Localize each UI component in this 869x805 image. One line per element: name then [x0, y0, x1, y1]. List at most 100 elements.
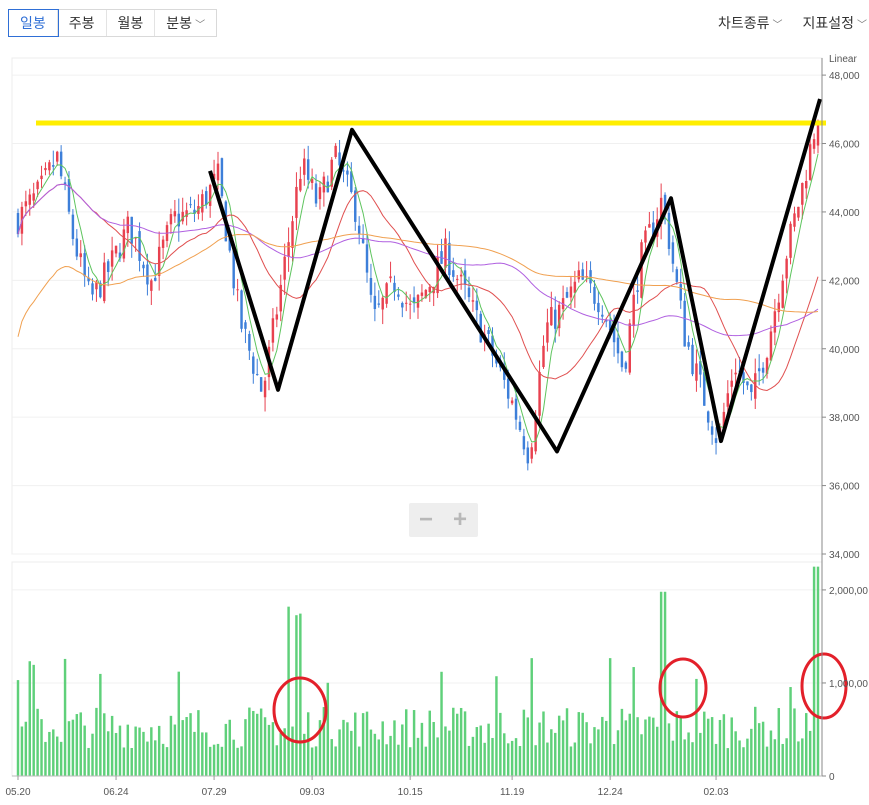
- volume-bar: [295, 615, 298, 776]
- indicator-settings-dropdown[interactable]: 지표설정 ﹀: [782, 9, 869, 37]
- period-tab-3[interactable]: 분봉 ﹀: [155, 10, 216, 36]
- candle-body: [703, 372, 706, 406]
- candle: [287, 227, 290, 272]
- candle-body: [695, 363, 698, 381]
- volume-bar: [652, 717, 655, 776]
- candle: [91, 278, 94, 301]
- volume-bar: [424, 746, 428, 776]
- candle-body: [240, 290, 243, 329]
- volume-bar: [228, 719, 231, 776]
- candle: [648, 211, 651, 228]
- candle: [326, 175, 330, 193]
- candle: [667, 202, 671, 256]
- volume-bar: [761, 721, 765, 776]
- volume-bar: [581, 712, 584, 776]
- volume-bar: [750, 728, 753, 776]
- zoom-out-button[interactable]: −: [418, 506, 433, 533]
- candle-body: [546, 322, 549, 343]
- volume-bar: [95, 707, 98, 776]
- candle: [710, 420, 714, 445]
- volume-bar: [597, 729, 600, 776]
- volume-bar: [114, 732, 118, 776]
- candle-body: [389, 276, 392, 279]
- candle-body: [103, 262, 106, 302]
- volume-bar: [224, 723, 228, 776]
- price-tick-label: 40,000: [829, 345, 860, 356]
- volume-bar: [310, 747, 314, 776]
- period-tab-0[interactable]: 일봉: [8, 9, 59, 37]
- candle-body: [87, 277, 90, 282]
- candle: [63, 176, 67, 191]
- date-tick-label: 06.24: [104, 787, 129, 798]
- period-tab-2[interactable]: 월봉: [107, 10, 156, 36]
- candle: [279, 274, 282, 322]
- volume-bar: [640, 734, 643, 776]
- candle-body: [444, 238, 447, 268]
- volume-bar: [173, 724, 177, 776]
- candle: [436, 244, 439, 298]
- candle: [369, 263, 373, 303]
- volume-bar: [483, 742, 486, 776]
- candle: [781, 274, 784, 309]
- scale-label: Linear: [829, 54, 857, 65]
- volume-bar: [679, 717, 682, 776]
- zoom-in-button[interactable]: +: [452, 506, 467, 533]
- candle: [644, 226, 647, 251]
- candle-body: [659, 197, 663, 224]
- candle-body: [291, 221, 294, 248]
- volume-bar: [232, 739, 235, 776]
- candle-body: [373, 295, 377, 310]
- candle: [706, 410, 710, 431]
- candle: [259, 377, 263, 392]
- candle: [452, 257, 455, 282]
- candle-body: [816, 121, 820, 146]
- candle-body: [428, 287, 431, 293]
- volume-bar: [550, 729, 553, 776]
- candle-body: [67, 179, 71, 212]
- candle: [416, 293, 420, 319]
- candle-body: [173, 211, 177, 217]
- candle-body: [714, 438, 718, 443]
- volume-bar: [201, 732, 204, 776]
- volume-bar: [157, 725, 161, 776]
- volume-bar: [55, 736, 59, 776]
- candle: [295, 172, 298, 231]
- candle: [687, 335, 690, 350]
- volume-bar: [373, 733, 377, 776]
- price-tick-label: 46,000: [829, 140, 860, 151]
- candle-body: [550, 307, 553, 326]
- chart-type-dropdown[interactable]: 차트종류 ﹀: [698, 9, 783, 37]
- volume-bar: [67, 721, 71, 776]
- volume-bar: [797, 741, 800, 776]
- volume-bar: [103, 713, 106, 776]
- period-tab-1[interactable]: 주봉: [58, 10, 107, 36]
- candle: [538, 360, 541, 428]
- candle: [546, 308, 549, 352]
- volume-bar: [287, 606, 290, 776]
- volume-bar: [514, 738, 518, 776]
- volume-bar: [769, 730, 773, 776]
- candle-body: [201, 194, 204, 213]
- candle: [757, 354, 761, 386]
- stock-chart[interactable]: Linear 48,000 46,000 44,000 42,000 40,000 38,0…: [0, 46, 869, 805]
- volume-bar: [730, 717, 733, 776]
- candle-body: [424, 289, 428, 298]
- volume-bar: [181, 720, 184, 776]
- candle: [581, 262, 584, 281]
- candle-body: [569, 286, 573, 298]
- candle-body: [436, 256, 439, 294]
- candle-body: [63, 182, 67, 185]
- volume-bar: [526, 717, 530, 776]
- candle-body: [589, 270, 592, 284]
- candle-body: [248, 333, 251, 351]
- volume-bar: [326, 682, 330, 776]
- volume-bar: [722, 714, 726, 776]
- candle-body: [401, 302, 404, 308]
- volume-bar: [350, 730, 353, 776]
- candle-body: [252, 356, 255, 374]
- candle-body: [793, 213, 796, 227]
- candle: [385, 282, 388, 308]
- candle-body: [36, 181, 39, 190]
- ma20-line: [17, 183, 819, 392]
- volume-bar: [146, 741, 149, 776]
